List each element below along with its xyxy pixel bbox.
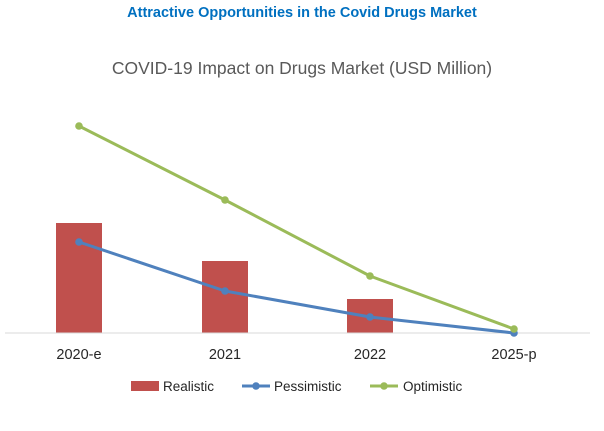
point-optimistic-2020-e: [75, 122, 83, 130]
legend-label-pessimistic: Pessimistic: [274, 379, 342, 394]
point-pessimistic-2022: [366, 313, 374, 321]
point-optimistic-2022: [366, 272, 374, 280]
x-tick-label: 2021: [209, 347, 241, 363]
legend-swatch-realistic: [131, 381, 159, 391]
legend-label-optimistic: Optimistic: [403, 379, 463, 394]
header-title: Attractive Opportunities in the Covid Dr…: [127, 5, 477, 21]
legend-marker-pessimistic: [252, 382, 260, 390]
point-pessimistic-2020-e: [75, 238, 83, 246]
point-optimistic-2021: [221, 196, 229, 204]
x-tick-label: 2020-e: [56, 347, 101, 363]
chart-title: COVID-19 Impact on Drugs Market (USD Mil…: [111, 58, 493, 78]
line-pessimistic: [77, 240, 516, 335]
lines-layer: [75, 122, 518, 337]
legend-marker-optimistic: [380, 382, 388, 390]
x-tick-label: 2025-p: [491, 347, 536, 363]
x-tick-label: 2022: [354, 347, 386, 363]
legend: Realistic Pessimistic Optimistic: [131, 379, 463, 394]
bars-layer: [56, 223, 393, 333]
legend-label-realistic: Realistic: [163, 379, 214, 394]
bar-realistic-2021: [202, 261, 248, 333]
line-optimistic: [77, 124, 516, 331]
point-pessimistic-2021: [221, 287, 229, 295]
legend-item-optimistic: Optimistic: [370, 379, 463, 394]
x-tick-labels: 2020-e 2021 2022 2025-p: [56, 347, 536, 363]
legend-item-pessimistic: Pessimistic: [242, 379, 342, 394]
legend-item-realistic: Realistic: [131, 379, 214, 394]
point-optimistic-2025-p: [510, 325, 518, 333]
